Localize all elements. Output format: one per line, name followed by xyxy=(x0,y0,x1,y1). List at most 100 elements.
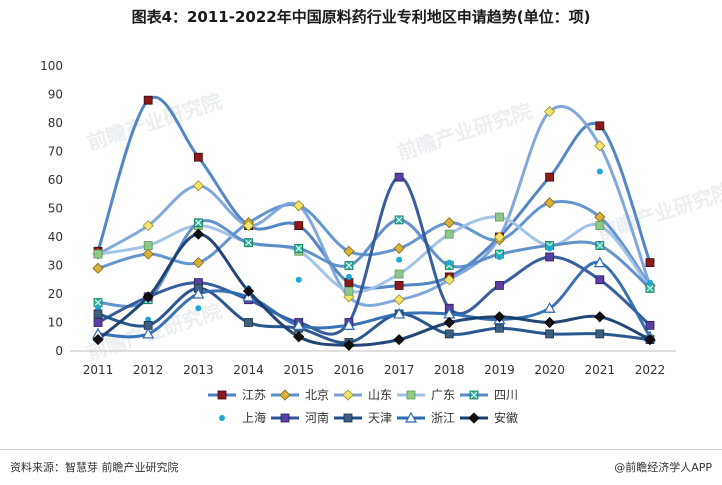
marker-cross xyxy=(245,239,252,247)
marker-square xyxy=(545,252,555,262)
x-tick-label: 2013 xyxy=(183,363,214,377)
marker-square xyxy=(143,241,153,250)
marker-square xyxy=(444,329,454,339)
marker-square xyxy=(280,413,290,423)
x-tick-label: 2015 xyxy=(283,363,314,377)
marker-square xyxy=(595,121,605,131)
marker-square xyxy=(495,281,504,290)
marker-cross xyxy=(470,391,478,399)
marker-square xyxy=(645,320,655,330)
marker-square xyxy=(93,318,103,327)
marker-cross xyxy=(345,262,353,269)
legend-label: 江苏 xyxy=(242,388,266,402)
marker-diamond xyxy=(443,274,455,286)
marker-triangle xyxy=(192,287,205,299)
marker-cross xyxy=(646,284,654,292)
marker-cross xyxy=(94,299,102,306)
series-line-3 xyxy=(96,105,652,307)
legend-label: 北京 xyxy=(305,388,329,402)
legend-label: 四川 xyxy=(494,388,518,402)
marker-diamond xyxy=(393,334,405,346)
watermark-text: 前瞻产业研究院 xyxy=(394,99,535,165)
marker-diamond xyxy=(142,248,154,260)
x-tick-label: 2011 xyxy=(83,363,114,377)
marker-square xyxy=(406,390,416,400)
footer-divider xyxy=(0,449,722,450)
legend-label: 安徽 xyxy=(494,410,518,425)
marker-square xyxy=(595,221,605,231)
legend-label: 天津 xyxy=(368,411,392,425)
marker-diamond xyxy=(142,220,154,232)
y-tick-label: 30 xyxy=(48,259,63,273)
y-tick-label: 40 xyxy=(48,230,63,244)
marker-triangle xyxy=(393,307,406,319)
series-line-1 xyxy=(96,96,652,290)
chart-series-markers xyxy=(91,95,657,351)
marker-cross xyxy=(395,216,403,224)
marker-diamond xyxy=(92,262,104,274)
marker-square xyxy=(595,329,605,339)
marker-dot xyxy=(345,273,352,280)
marker-diamond xyxy=(443,316,455,329)
chart-series-lines xyxy=(96,96,652,347)
series-line-9 xyxy=(96,261,652,339)
marker-cross xyxy=(596,242,604,249)
marker-diamond xyxy=(493,231,506,243)
y-tick-label: 80 xyxy=(48,116,63,130)
x-tick-label: 2019 xyxy=(484,363,515,377)
marker-diamond xyxy=(343,245,355,257)
marker-square xyxy=(645,258,655,268)
marker-diamond xyxy=(342,389,354,401)
y-tick-label: 60 xyxy=(48,173,63,187)
marker-triangle xyxy=(404,411,418,423)
marker-square xyxy=(343,413,353,423)
marker-dot xyxy=(546,245,553,252)
marker-triangle xyxy=(543,302,556,313)
legend-label: 广东 xyxy=(431,388,455,402)
marker-dot xyxy=(295,276,302,283)
y-tick-label: 100 xyxy=(40,59,63,73)
marker-diamond xyxy=(594,311,606,323)
legend-label: 浙江 xyxy=(431,411,455,425)
marker-diamond xyxy=(92,334,104,346)
y-tick-label: 70 xyxy=(48,145,63,159)
x-tick-label: 2020 xyxy=(534,363,565,377)
x-tick-label: 2014 xyxy=(233,363,264,377)
marker-square xyxy=(344,286,354,296)
legend-label: 山东 xyxy=(368,388,392,402)
y-tick-label: 90 xyxy=(48,88,63,102)
marker-square xyxy=(244,318,253,327)
y-tick-label: 50 xyxy=(48,202,63,216)
marker-diamond xyxy=(594,140,606,152)
y-tick-label: 0 xyxy=(55,344,63,358)
marker-diamond xyxy=(192,257,204,269)
marker-square xyxy=(193,152,203,162)
marker-square xyxy=(495,323,504,333)
marker-square xyxy=(394,269,404,279)
chart-axes: 0 10 20 30 40 50 60 70 80 90 100 2011 2012 2013 2014 20… xyxy=(40,59,676,377)
marker-diamond xyxy=(279,389,291,401)
marker-triangle xyxy=(342,319,355,330)
marker-diamond xyxy=(343,339,355,351)
marker-triangle xyxy=(292,319,305,330)
marker-square xyxy=(595,275,605,285)
marker-dot xyxy=(219,415,225,421)
x-tick-label: 2022 xyxy=(635,363,666,377)
marker-diamond xyxy=(544,197,556,209)
marker-diamond xyxy=(443,217,455,229)
chart-title: 图表4：2011-2022年中国原料药行业专利地区申请趋势(单位：项) xyxy=(131,8,591,26)
marker-diamond xyxy=(293,200,305,212)
marker-square xyxy=(394,172,404,182)
x-tick-label: 2018 xyxy=(434,363,465,377)
marker-cross xyxy=(195,219,202,227)
marker-square xyxy=(93,249,103,259)
marker-diamond xyxy=(192,180,204,192)
source-note: 资料来源：智慧芽 前瞻产业研究院 xyxy=(10,461,179,474)
x-tick-label: 2017 xyxy=(384,363,415,377)
marker-square xyxy=(217,390,227,400)
marker-dot xyxy=(496,253,503,260)
marker-square xyxy=(545,172,555,182)
marker-triangle xyxy=(593,256,606,268)
brand-credit: @前瞻经济学人APP xyxy=(614,461,712,474)
marker-diamond xyxy=(142,291,154,303)
